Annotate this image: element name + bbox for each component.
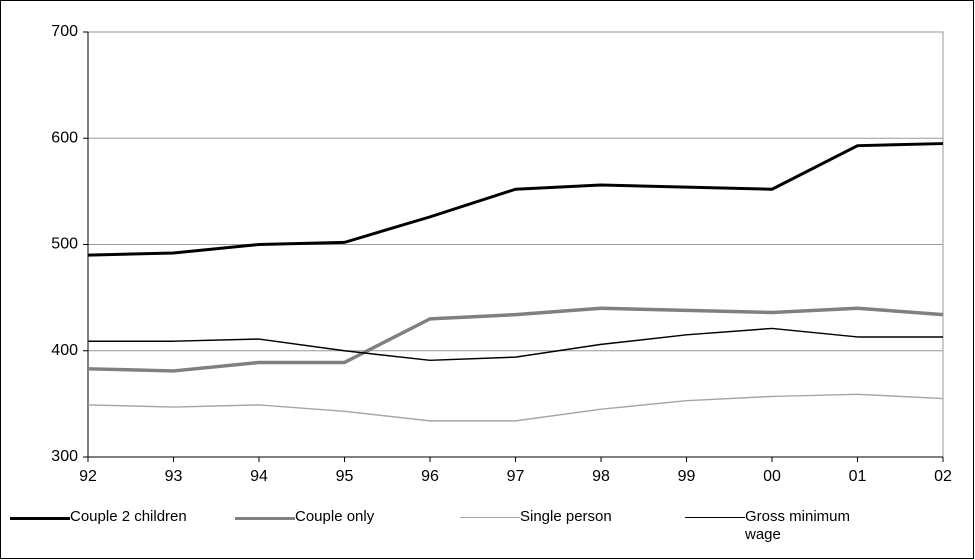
- x-tick-label: 93: [165, 468, 183, 485]
- series-line: [87, 393, 944, 422]
- x-tick-label: 96: [421, 468, 439, 485]
- x-tick-label: 92: [79, 468, 97, 485]
- y-tick-label: 300: [51, 448, 78, 465]
- y-tick-label: 400: [51, 342, 78, 359]
- legend: Couple 2 children Couple only Single perso…: [10, 508, 970, 558]
- legend-item: Couple 2 children: [10, 508, 190, 526]
- x-tick-label: 98: [592, 468, 610, 485]
- x-tick-label: 97: [507, 468, 525, 485]
- y-tick-label: 700: [51, 23, 78, 40]
- legend-item: Couple only: [235, 508, 415, 526]
- x-tick-label: 00: [763, 468, 781, 485]
- x-tick-label: 02: [934, 468, 952, 485]
- legend-item: Single person: [460, 508, 640, 526]
- legend-label: Gross minimum wage: [745, 508, 851, 543]
- y-tick-label: 600: [51, 129, 78, 146]
- series-line: [88, 327, 943, 362]
- legend-swatch: [460, 517, 520, 518]
- legend-swatch: [685, 517, 745, 518]
- legend-label: Single person: [520, 508, 612, 525]
- legend-label: Couple 2 children: [70, 508, 187, 525]
- series-line: [87, 306, 944, 373]
- legend-swatch: [235, 517, 295, 520]
- x-tick-label: 95: [336, 468, 354, 485]
- legend-label: Couple only: [295, 508, 375, 525]
- series-line: [87, 142, 944, 257]
- legend-item: Gross minimum wage: [685, 508, 865, 544]
- x-tick-label: 94: [250, 468, 268, 485]
- x-tick-label: 99: [678, 468, 696, 485]
- y-tick-label: 500: [51, 236, 78, 253]
- legend-swatch: [10, 517, 70, 520]
- x-tick-label: 01: [849, 468, 867, 485]
